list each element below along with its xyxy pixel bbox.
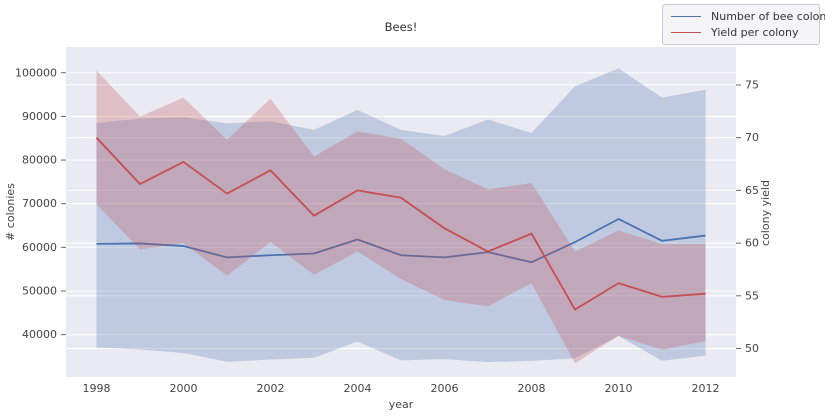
chart-title: Bees! [385, 20, 418, 34]
legend-item-label: Yield per colony [711, 25, 799, 39]
yield-confidence-band [96, 70, 706, 364]
x-tick-label: 2004 [343, 382, 371, 395]
x-tick-label: 1998 [82, 382, 110, 395]
y-tick-label-left: 60000 [22, 241, 57, 254]
y-tick-label-right: 75 [745, 78, 759, 91]
x-tick-label: 2002 [256, 382, 284, 395]
legend-item: Yield per colony [671, 25, 811, 39]
yield-line [95, 137, 706, 311]
colonies-line-sample-icon [671, 15, 701, 17]
x-axis-label: year [389, 398, 414, 411]
x-tick-label: 2012 [692, 382, 720, 395]
y-tick-label-left: 50000 [22, 285, 57, 298]
y-axis-label-left: # colonies [4, 183, 17, 241]
y-tick-label-left: 80000 [22, 154, 57, 167]
x-tick-label: 2010 [605, 382, 633, 395]
plot-background [66, 47, 736, 377]
y-axis-label-right: colony yield [759, 180, 772, 246]
y-tick-label-left: 70000 [22, 197, 57, 210]
y-tick-label-right: 70 [745, 131, 759, 144]
colonies-line [96, 218, 706, 264]
y-tick-label-left: 100000 [15, 66, 57, 79]
legend-item-label: Number of bee colonies [711, 9, 825, 23]
y-tick-label-left: 40000 [22, 328, 57, 341]
yield-line-sample-icon [671, 31, 701, 33]
y-tick-label-right: 65 [745, 184, 759, 197]
x-tick-label: 2008 [518, 382, 546, 395]
y-tick-label-right: 50 [745, 342, 759, 355]
colonies-confidence-band [96, 68, 706, 363]
y-tick-label-right: 55 [745, 289, 759, 302]
legend: Number of bee colonies Yield per colony [662, 4, 825, 45]
y-tick-label-left: 90000 [22, 110, 57, 123]
x-tick-label: 2000 [169, 382, 197, 395]
y-tick-label-right: 60 [745, 237, 759, 250]
x-tick-label: 2006 [431, 382, 459, 395]
legend-item: Number of bee colonies [671, 9, 825, 23]
